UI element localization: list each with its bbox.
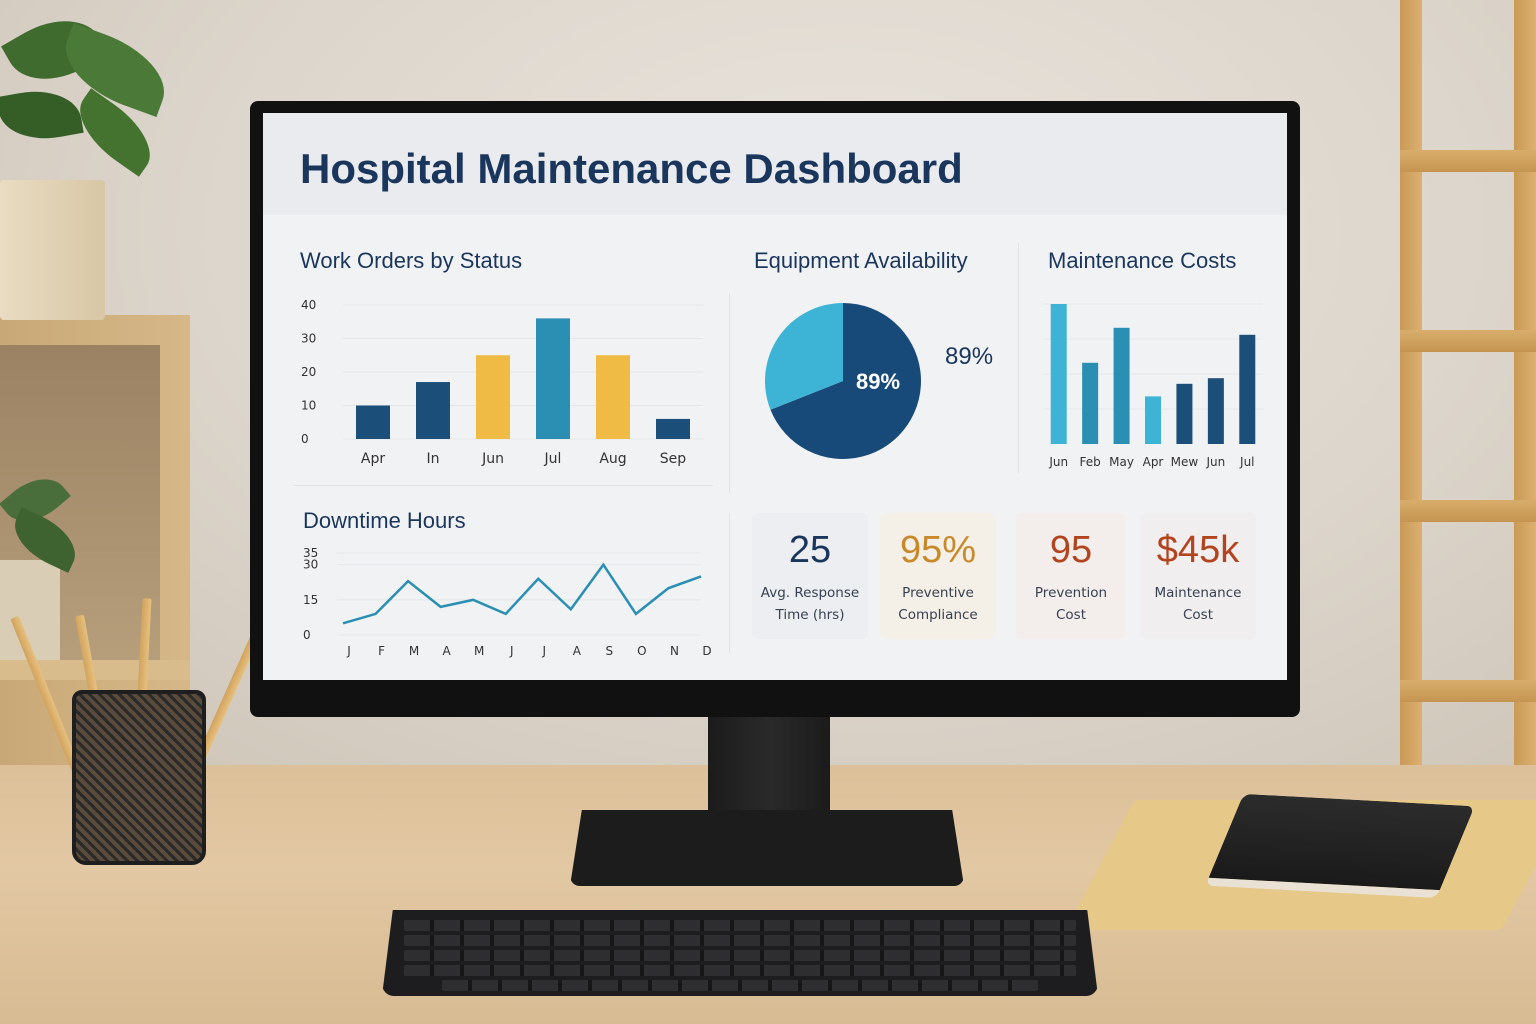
shelf-rung bbox=[1400, 150, 1536, 172]
x-tick-label: Jul bbox=[544, 451, 562, 467]
shelf-post bbox=[1400, 0, 1422, 770]
page-title: Hospital Maintenance Dashboard bbox=[300, 145, 963, 192]
x-tick-label: F bbox=[378, 644, 385, 658]
x-tick-label: Feb bbox=[1080, 455, 1101, 469]
kpi-card-maintenance-cost[interactable]: $45k Maintenance Cost bbox=[1140, 513, 1256, 639]
bar bbox=[1050, 304, 1067, 444]
x-tick-label: Apr bbox=[361, 451, 385, 467]
key-row[interactable] bbox=[404, 920, 1076, 931]
downtime-series-line bbox=[342, 562, 702, 625]
maintenance-costs-title: Maintenance Costs bbox=[1048, 248, 1237, 273]
x-tick-label: A bbox=[573, 644, 582, 658]
y-tick-label: 10 bbox=[301, 399, 316, 413]
bar bbox=[1145, 396, 1161, 444]
bar bbox=[656, 418, 690, 439]
bar bbox=[1239, 334, 1256, 444]
kpi-value: 25 bbox=[788, 529, 832, 571]
y-tick-label: 0 bbox=[303, 628, 311, 642]
kpi-value: 95 bbox=[1049, 529, 1093, 571]
x-tick-label: D bbox=[702, 644, 711, 658]
availability-value: 89% bbox=[945, 343, 994, 370]
divider bbox=[1018, 243, 1019, 473]
dashboard-header: Hospital Maintenance Dashboard bbox=[263, 113, 1287, 215]
y-tick-label: 30 bbox=[303, 558, 318, 572]
bar bbox=[416, 382, 450, 439]
bar bbox=[1176, 383, 1193, 444]
x-tick-label: M bbox=[474, 644, 484, 658]
equipment-pie-chart[interactable]: 89% bbox=[758, 296, 928, 466]
y-tick-label: 40 bbox=[301, 298, 316, 312]
kpi-label: Prevention Cost bbox=[1034, 585, 1108, 623]
divider bbox=[729, 513, 730, 653]
kpi-value: 95% bbox=[899, 529, 977, 571]
work-orders-chart[interactable]: 40 30 20 10 0 Apr In Jun Jul Aug Sep bbox=[293, 293, 753, 483]
pie-slice-label: 89% bbox=[856, 369, 900, 394]
key-row[interactable] bbox=[404, 965, 1076, 976]
divider bbox=[729, 293, 730, 493]
x-tick-label: J bbox=[346, 644, 351, 658]
y-tick-label: 15 bbox=[303, 593, 318, 607]
shelf-rung bbox=[1400, 500, 1536, 522]
y-tick-label: 20 bbox=[301, 365, 316, 379]
monitor-stand-neck bbox=[708, 710, 830, 828]
pie-slice bbox=[770, 303, 921, 459]
x-tick-label: Mew bbox=[1171, 455, 1199, 469]
x-tick-label: May bbox=[1109, 455, 1134, 469]
shelf-rung bbox=[1400, 330, 1536, 352]
bar bbox=[596, 355, 630, 439]
y-tick-label: 0 bbox=[301, 432, 309, 446]
kpi-label: Avg. Response Time (hrs) bbox=[760, 585, 860, 623]
pencil-cup bbox=[72, 690, 206, 865]
bar bbox=[1207, 378, 1224, 444]
key-row[interactable] bbox=[442, 980, 1038, 991]
right-shelf bbox=[1400, 0, 1536, 770]
bar bbox=[476, 355, 510, 439]
plant-pot bbox=[0, 180, 105, 320]
work-orders-title: Work Orders by Status bbox=[300, 248, 523, 273]
bar bbox=[356, 405, 390, 439]
key-row[interactable] bbox=[404, 935, 1076, 946]
notebook[interactable] bbox=[1205, 793, 1475, 899]
x-tick-label: Apr bbox=[1143, 455, 1164, 469]
x-tick-label: O bbox=[637, 644, 646, 658]
x-tick-label: Jun bbox=[1205, 455, 1225, 469]
bar bbox=[1082, 362, 1099, 444]
x-tick-label: Jul bbox=[1239, 455, 1254, 469]
x-tick-label: J bbox=[509, 644, 514, 658]
kpi-card-response-time[interactable]: 25 Avg. Response Time (hrs) bbox=[752, 513, 868, 639]
x-tick-label: Aug bbox=[599, 451, 626, 467]
dashboard-screen: Hospital Maintenance Dashboard Work Orde… bbox=[263, 113, 1287, 680]
left-shelf bbox=[0, 315, 190, 775]
kpi-card-prevention-cost[interactable]: 95 Prevention Cost bbox=[1016, 513, 1126, 639]
kpi-label: Maintenance Cost bbox=[1154, 585, 1242, 623]
x-tick-label: Sep bbox=[660, 451, 687, 467]
bar bbox=[536, 318, 570, 439]
maintenance-costs-chart[interactable]: Jun Feb May Apr Mew Jun Jul bbox=[1033, 298, 1263, 478]
y-tick-label: 30 bbox=[301, 332, 316, 346]
x-tick-label: A bbox=[443, 644, 452, 658]
kpi-card-preventive-compliance[interactable]: 95% Preventive Compliance bbox=[880, 513, 996, 639]
keyboard[interactable] bbox=[382, 910, 1098, 996]
x-tick-label: N bbox=[670, 644, 679, 658]
x-tick-label: Jun bbox=[481, 451, 504, 467]
shelf-post bbox=[1514, 0, 1536, 770]
shelf-rung bbox=[1400, 680, 1536, 702]
monitor-stand-base bbox=[570, 810, 964, 886]
bar bbox=[1113, 327, 1130, 444]
pie-slice bbox=[765, 303, 843, 410]
y-tick-label: 35 bbox=[303, 546, 318, 560]
kpi-value: $45k bbox=[1156, 529, 1240, 571]
kpi-label: Preventive Compliance bbox=[898, 585, 978, 623]
x-tick-label: J bbox=[541, 644, 546, 658]
equipment-availability-title: Equipment Availability bbox=[754, 248, 968, 273]
x-tick-label: S bbox=[606, 644, 614, 658]
divider bbox=[293, 485, 713, 486]
x-tick-label: Jun bbox=[1048, 455, 1068, 469]
key-row[interactable] bbox=[404, 950, 1076, 961]
downtime-hours-title: Downtime Hours bbox=[303, 508, 466, 533]
x-tick-label: In bbox=[426, 451, 439, 467]
x-tick-label: M bbox=[409, 644, 419, 658]
